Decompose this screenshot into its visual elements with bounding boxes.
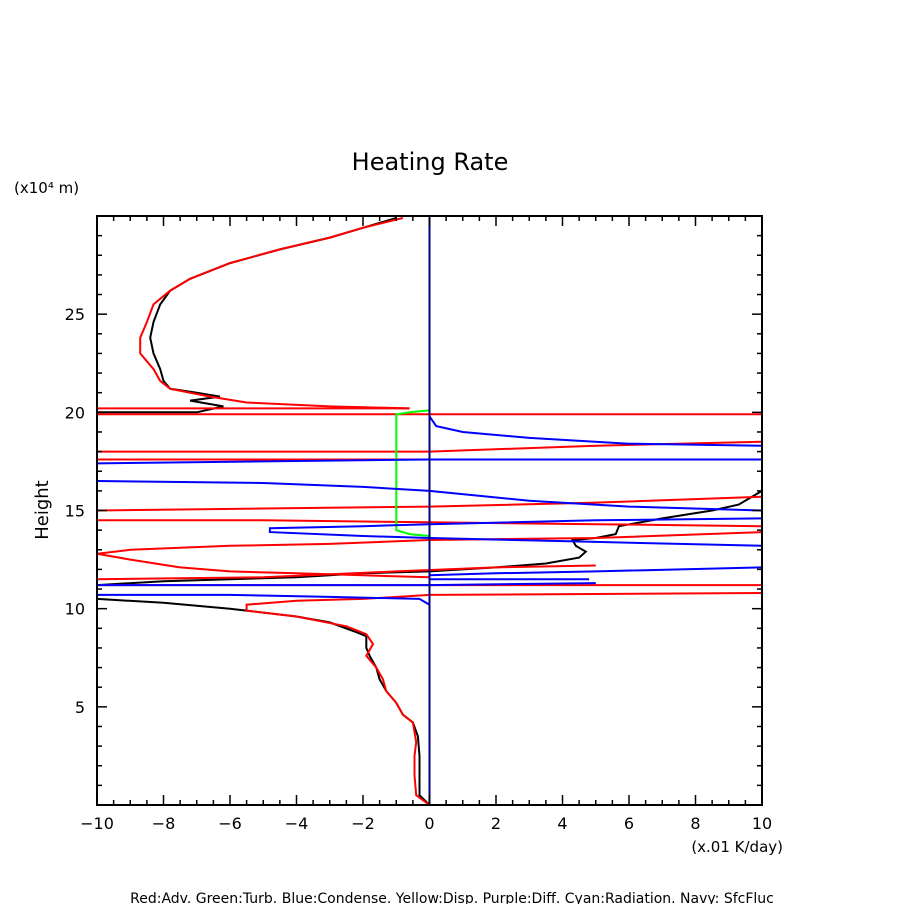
x-tick-label: 2 (491, 814, 501, 833)
series-line-blue-condense-d (429, 566, 762, 577)
series-line-blue-condense-e (268, 517, 762, 547)
chart-title: Heating Rate (352, 148, 509, 176)
series-line-green-turb (395, 409, 430, 537)
x-tick-label: 6 (624, 814, 634, 833)
x-tick-label: −2 (351, 814, 375, 833)
series-line-blue-condense (97, 593, 431, 606)
x-axis-label: (x.01 K/day) (691, 838, 783, 856)
series-line-red-adv (245, 592, 762, 805)
x-tick-label: 4 (557, 814, 567, 833)
series-line-blue-condense-h (428, 415, 762, 447)
x-tick-label: 0 (424, 814, 434, 833)
y-tick-label: 20 (65, 403, 85, 422)
x-tick-label: 10 (752, 814, 772, 833)
y-tick-label: 5 (75, 698, 85, 717)
series-line-total (97, 597, 431, 805)
y-tick-label: 15 (65, 502, 85, 521)
tick-labels: −10 −8 −6 −4 −2 0 2 4 6 8 10 5 10 15 20 25 (65, 305, 773, 833)
series-line-red-adv-upper (139, 217, 410, 410)
legend-text: Red:Adv. Green:Turb. Blue:Condense. Yell… (130, 891, 774, 904)
y-axis-label: Height (32, 480, 53, 540)
x-tick-label: 8 (690, 814, 700, 833)
series-line-red-adv-b (97, 564, 596, 581)
series-line-total-upper (97, 217, 397, 414)
x-tick-label: −8 (152, 814, 176, 833)
y-tick-label: 25 (65, 305, 85, 324)
x-tick-label: −4 (285, 814, 309, 833)
series-layer (97, 216, 762, 805)
plot-frame (96, 215, 763, 806)
y-tick-label: 10 (65, 600, 85, 619)
series-line-red-adv-c (97, 531, 762, 555)
series-line-red-adv-d (97, 552, 430, 579)
y-axis-unit: (x10⁴ m) (14, 179, 79, 197)
x-tick-label: −6 (218, 814, 242, 833)
x-tick-label: −10 (80, 814, 114, 833)
series-line-blue-condense-b (97, 582, 596, 587)
